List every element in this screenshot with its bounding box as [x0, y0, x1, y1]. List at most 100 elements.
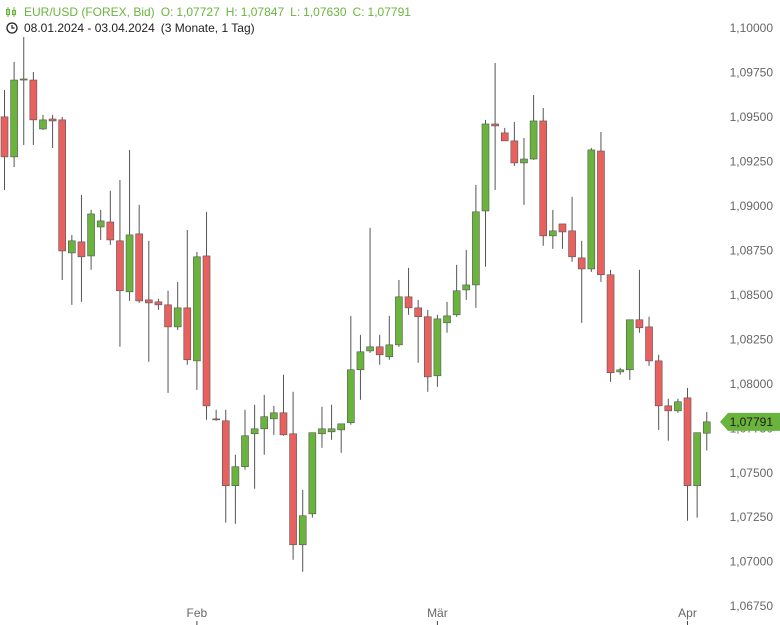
candle-body: [433, 318, 442, 377]
candle-body: [308, 432, 317, 515]
candle-body: [587, 149, 596, 270]
y-tick-label: 1,09500: [730, 110, 774, 124]
candle-body: [68, 240, 76, 254]
candle-body: [106, 221, 115, 241]
last-price-badge: [720, 412, 780, 431]
candle-body: [164, 304, 172, 328]
candle-body: [260, 416, 269, 430]
candle-body: [347, 369, 355, 424]
ohlc-value: 1,07847: [240, 5, 285, 19]
candle-body: [549, 230, 557, 237]
ohlc-item: C: 1,07791: [353, 5, 411, 19]
candle-body: [39, 119, 47, 130]
candle-body: [443, 315, 451, 324]
candle-body: [173, 307, 182, 328]
candle-body: [337, 423, 346, 431]
candle-body: [145, 299, 153, 304]
y-tick-label: 1,09000: [730, 199, 774, 213]
candle-body: [241, 435, 249, 467]
candle-body: [693, 432, 701, 487]
candle-body: [635, 319, 644, 329]
ohlc-name: C:: [352, 5, 365, 19]
candle-body: [135, 233, 143, 302]
candle-body: [270, 412, 278, 420]
candle-body: [395, 296, 403, 346]
candle-body: [250, 428, 259, 435]
candle-body: [10, 79, 18, 158]
candle-body: [318, 428, 326, 435]
candle-body: [298, 515, 307, 546]
y-tick-label: 1,08250: [730, 332, 774, 346]
candle-body: [577, 257, 586, 270]
y-tick-label: 1,06750: [730, 599, 774, 613]
candle-body: [702, 421, 711, 434]
candle-body: [289, 433, 297, 546]
candle-body: [29, 79, 38, 121]
candle-body: [125, 234, 134, 293]
y-tick-label: 1,07000: [730, 555, 774, 569]
y-tick-label: 1,09750: [730, 66, 774, 80]
candle-body: [96, 220, 105, 228]
candle-body: [645, 326, 653, 362]
candle-body: [481, 123, 490, 212]
candle-body: [404, 296, 413, 309]
candle-body: [616, 369, 624, 373]
candle-body: [231, 466, 240, 487]
ohlc-value: 1,07630: [303, 5, 347, 19]
ohlc-value: 1,07791: [367, 5, 411, 19]
candle-body: [423, 316, 432, 378]
candle-body: [19, 78, 28, 81]
candle-body: [558, 223, 567, 233]
candle-body: [597, 150, 605, 276]
candle-body: [183, 307, 192, 361]
ohlc-name: H:: [225, 5, 238, 19]
candle-body: [327, 428, 336, 433]
clock-icon: [6, 22, 18, 34]
y-tick-label: 1,10000: [730, 21, 774, 35]
candle-body: [202, 255, 211, 407]
date-range: 08.01.2024 - 03.04.2024: [24, 21, 155, 35]
candle-body: [529, 120, 538, 160]
candle-body: [221, 420, 230, 487]
y-tick-label: 1,08500: [730, 288, 774, 302]
candle-body: [683, 397, 692, 487]
candle-body: [58, 119, 67, 252]
instrument: EUR/USD (FOREX, Bid): [24, 5, 155, 19]
y-tick-label: 1,08000: [730, 377, 774, 391]
candle-body: [212, 418, 220, 421]
last-price-label: 1,07791: [730, 415, 774, 429]
y-tick-label: 1,07500: [730, 466, 774, 480]
x-tick-label: Mär: [427, 606, 448, 620]
candle-body: [116, 240, 124, 292]
candle-body: [510, 140, 519, 164]
candle-body: [366, 346, 374, 352]
candle-body: [606, 274, 615, 374]
candle-body: [539, 120, 548, 237]
candle-body: [452, 290, 461, 316]
x-tick-label: Feb: [187, 606, 208, 620]
candle-body: [87, 213, 95, 257]
candle-body: [654, 360, 663, 407]
candle-body: [625, 319, 634, 371]
candle-body: [664, 405, 673, 412]
candle-body: [154, 301, 163, 306]
candle-body: [193, 256, 201, 362]
candle-body: [568, 230, 576, 258]
ohlc-name: O:: [160, 5, 174, 19]
ohlc-value: 1,07727: [176, 5, 220, 19]
y-tick-label: 1,09250: [730, 155, 774, 169]
x-tick-label: Apr: [678, 606, 697, 620]
candle-body: [375, 346, 384, 356]
candle-body: [77, 241, 86, 258]
candle-body: [414, 307, 422, 318]
candle-body: [279, 412, 288, 436]
quote-header: EUR/USD (FOREX, Bid) O: 1,07727 H: 1,07847 L…: [6, 5, 411, 19]
candle-body: [500, 132, 509, 142]
y-tick-label: 1,08750: [730, 243, 774, 257]
ohlc-name: L:: [290, 5, 301, 19]
candle-body: [491, 123, 499, 127]
candle-body: [472, 211, 480, 286]
ohlc-item: O: 1,07727: [161, 5, 220, 19]
